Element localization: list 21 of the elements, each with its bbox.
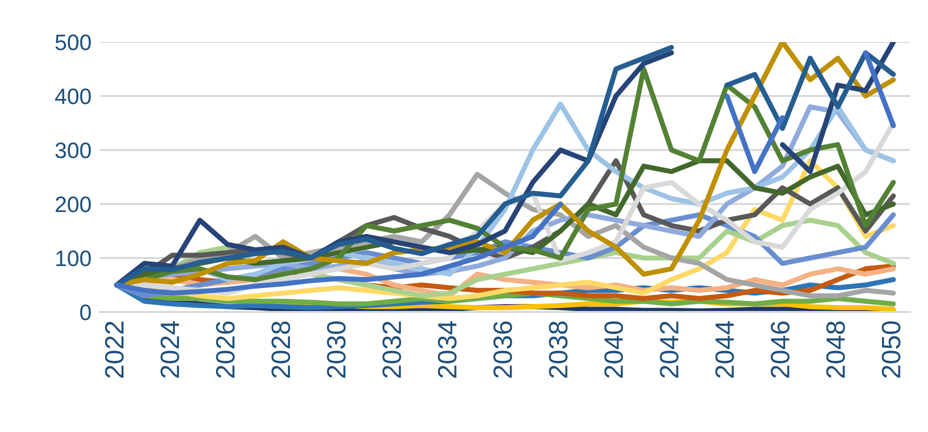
x-tick-label: 2034 [438,321,457,378]
x-tick-label: 2036 [493,321,512,378]
x-tick-label: 2040 [604,321,624,378]
y-tick-label: 500 [55,34,91,50]
x-tick-label: 2022 [105,322,124,378]
x-tick-label: 2050 [882,321,900,378]
x-tick-label: 2032 [382,322,402,378]
x-tick-label: 2044 [715,321,734,378]
x-tick-label: 2030 [326,321,346,378]
y-tick-label: 0 [80,304,91,320]
y-tick-label: 300 [55,142,91,158]
y-tick-label: 400 [55,88,91,104]
x-tick-label: 2048 [826,321,845,378]
y-tick-label: 100 [56,250,91,266]
x-tick-label: 2042 [660,322,679,378]
x-tick-label: 2024 [160,321,180,378]
y-tick-label: 200 [56,196,91,212]
x-tick-label: 2046 [770,321,790,378]
x-tick-label: 2028 [271,321,290,378]
x-tick-label: 2038 [548,321,568,378]
x-tick-label: 2026 [216,321,235,378]
